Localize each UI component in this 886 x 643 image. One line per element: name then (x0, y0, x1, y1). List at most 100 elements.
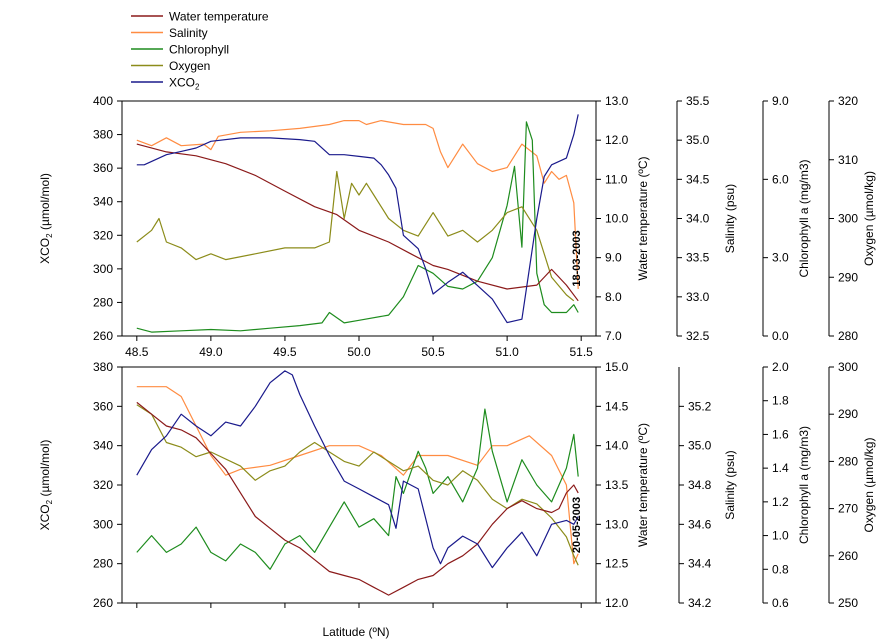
x-tick-label-3: 50.0 (347, 345, 371, 359)
series-line-salinity (136, 120, 579, 290)
y-tick-label-sal-5: 35.2 (688, 399, 712, 413)
y-tick-label-xco2-2: 300 (93, 262, 113, 276)
series-line-oxygen (136, 170, 575, 302)
legend-label-3: Oxygen (169, 59, 210, 73)
y-tick-label-xco2-1: 280 (93, 295, 113, 309)
y-axis-label-sal: Salinity (psu) (723, 184, 737, 253)
y-tick-label-xco2-4: 340 (93, 195, 113, 209)
y-tick-label-chl-3: 1.2 (772, 495, 789, 509)
y-axis-label-xco2: XCO2 (µmol/mol) (38, 440, 54, 531)
y-tick-label-chl-1: 0.8 (772, 562, 789, 576)
y-tick-label-temp-0: 7.0 (605, 329, 622, 343)
y-tick-label-chl-4: 1.4 (772, 461, 789, 475)
y-tick-label-chl-5: 1.6 (772, 427, 789, 441)
panel-top: 48.5 49.0 49.5 50.0 50.5 51.0 51.5 260 280 300 320… (38, 94, 876, 359)
y-tick-label-sal-4: 35.0 (688, 439, 712, 453)
y-tick-label-temp-5: 12.0 (605, 133, 629, 147)
y-tick-label-xco2-0: 260 (93, 329, 113, 343)
plot-frame (121, 366, 597, 604)
y-axis-label-xco2: XCO2 (µmol/mol) (38, 173, 54, 264)
legend-label-2: Chlorophyll (169, 43, 229, 57)
y-tick-label-temp-3: 10.0 (605, 212, 629, 226)
legend-label-1: Salinity (169, 26, 208, 40)
y-tick-label-chl-2: 6.0 (772, 172, 789, 186)
y-tick-label-temp-6: 13.0 (605, 94, 629, 108)
y-tick-label-oxy-0: 280 (838, 329, 858, 343)
y-tick-label-xco2-6: 380 (93, 360, 113, 374)
x-tick-label-4: 50.5 (421, 345, 445, 359)
y-tick-label-temp-4: 14.0 (605, 439, 629, 453)
y-tick-label-temp-4: 11.0 (605, 172, 628, 186)
series-line-water-temperature (136, 143, 579, 302)
x-tick-label-1: 49.0 (199, 345, 223, 359)
series-line-salinity (136, 386, 579, 565)
y-tick-label-oxy-0: 250 (838, 596, 858, 610)
y-tick-label-chl-0: 0.0 (772, 329, 789, 343)
y-axis-label-oxy: Oxygen (µmol/kg) (862, 438, 876, 533)
y-tick-label-temp-2: 9.0 (605, 251, 622, 265)
x-axis-label: Latitude (ºN) (322, 625, 389, 639)
y-tick-label-oxy-4: 290 (838, 407, 858, 421)
y-tick-label-sal-0: 32.5 (686, 329, 710, 343)
y-tick-label-xco2-0: 260 (93, 596, 113, 610)
x-tick-label-2: 49.5 (273, 345, 297, 359)
y-tick-label-oxy-4: 320 (838, 94, 858, 108)
series-line-chlorophyll (136, 121, 579, 333)
date-label: 20-05-2003 (571, 497, 583, 553)
y-axis-label-temp: Water temperature (ºC) (636, 423, 650, 547)
y-tick-label-xco2-3: 320 (93, 228, 113, 242)
y-axis-label-chl: Chlorophyll a (mg/m3) (797, 426, 811, 544)
y-tick-label-sal-6: 35.5 (686, 94, 710, 108)
y-tick-label-xco2-5: 360 (93, 399, 113, 413)
y-tick-label-xco2-5: 360 (93, 161, 113, 175)
y-tick-label-sal-0: 34.2 (688, 596, 712, 610)
y-tick-label-temp-6: 15.0 (605, 360, 629, 374)
legend-label-0: Water temperature (169, 10, 269, 24)
y-tick-label-xco2-2: 300 (93, 517, 113, 531)
y-tick-label-chl-2: 1.0 (772, 529, 789, 543)
y-tick-label-temp-0: 12.0 (605, 596, 629, 610)
y-tick-label-xco2-7: 400 (93, 94, 113, 108)
y-tick-label-oxy-1: 290 (838, 270, 858, 284)
y-tick-label-chl-1: 3.0 (772, 251, 789, 265)
series-line-water-temperature (136, 401, 579, 596)
y-tick-label-temp-2: 13.0 (605, 517, 629, 531)
y-tick-label-sal-2: 33.5 (686, 251, 710, 265)
panel-bottom: 260 280 300 320 340 360 380 XCO2 (µmol/mol) 12.0… (38, 360, 876, 610)
y-tick-label-xco2-6: 380 (93, 128, 113, 142)
y-tick-label-oxy-3: 280 (838, 454, 858, 468)
y-tick-label-sal-4: 34.5 (686, 172, 710, 186)
y-tick-label-chl-3: 9.0 (772, 94, 789, 108)
x-tick-label-6: 51.5 (570, 345, 594, 359)
legend: Water temperature Salinity Chlorophyll Oxyg… (131, 10, 269, 92)
y-tick-label-chl-7: 2.0 (772, 360, 789, 374)
y-tick-label-oxy-1: 260 (838, 549, 858, 563)
y-tick-label-sal-1: 34.4 (688, 557, 712, 571)
y-tick-label-oxy-2: 270 (838, 502, 858, 516)
x-tick-label-5: 51.0 (495, 345, 519, 359)
series-line-oxygen (136, 404, 579, 566)
y-tick-label-temp-1: 12.5 (605, 557, 629, 571)
y-tick-label-chl-0: 0.6 (772, 596, 789, 610)
date-label: 18-03-2003 (571, 230, 583, 286)
y-tick-label-sal-3: 34.0 (686, 212, 710, 226)
y-axis-label-oxy: Oxygen (µmol/kg) (862, 171, 876, 266)
y-tick-label-temp-3: 13.5 (605, 478, 629, 492)
y-tick-label-oxy-2: 300 (838, 212, 858, 226)
series-line-chlorophyll (136, 408, 579, 570)
series-line-xco2 (136, 370, 579, 569)
y-tick-label-oxy-5: 300 (838, 360, 858, 374)
x-tick-label-0: 48.5 (125, 345, 149, 359)
y-axis-label-sal: Salinity (psu) (723, 450, 737, 519)
y-tick-label-sal-3: 34.8 (688, 478, 712, 492)
y-tick-label-xco2-4: 340 (93, 439, 113, 453)
y-tick-label-oxy-3: 310 (838, 153, 858, 167)
y-tick-label-xco2-3: 320 (93, 478, 113, 492)
y-tick-label-sal-2: 34.6 (688, 517, 712, 531)
y-tick-label-temp-1: 8.0 (605, 290, 622, 304)
y-axis-label-chl: Chlorophyll a (mg/m3) (797, 159, 811, 277)
y-tick-label-sal-1: 33.0 (686, 290, 710, 304)
y-tick-label-xco2-1: 280 (93, 557, 113, 571)
y-tick-label-temp-5: 14.5 (605, 399, 629, 413)
